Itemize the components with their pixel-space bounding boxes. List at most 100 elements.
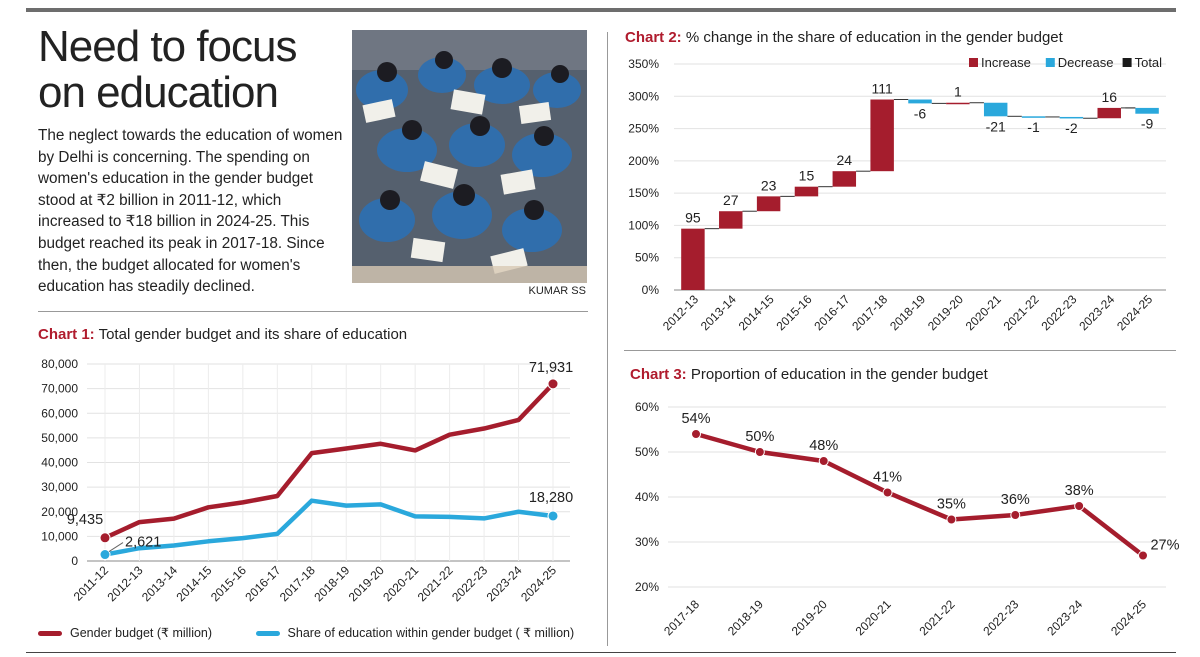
chart2-y-tick: 50% bbox=[635, 251, 659, 265]
chart2-increase-bar bbox=[946, 102, 970, 105]
chart1-x-tick: 2024-25 bbox=[518, 563, 559, 604]
chart3-title-text: Proportion of education in the gender bu… bbox=[690, 366, 988, 383]
chart2-increase-bar bbox=[719, 211, 743, 229]
chart1-y-tick: 40,000 bbox=[41, 456, 78, 470]
students-photo bbox=[352, 30, 587, 283]
right-section-divider bbox=[624, 350, 1176, 351]
chart1-x-tick: 2019-20 bbox=[346, 563, 387, 604]
chart2-title: Chart 2: % change in the share of educat… bbox=[625, 29, 1063, 46]
chart1-x-tick: 2014-15 bbox=[173, 563, 214, 604]
chart1-x-tick: 2011-12 bbox=[71, 563, 112, 604]
chart2-legend-label-total: Total bbox=[1135, 55, 1163, 70]
chart1-y-tick: 50,000 bbox=[41, 431, 78, 445]
chart1-legend-education-label: Share of education within gender budget … bbox=[287, 626, 575, 640]
headline: Need to focus on education bbox=[38, 22, 298, 117]
chart1-education-point bbox=[99, 549, 111, 561]
chart2-legend-label-increase: Increase bbox=[981, 55, 1031, 70]
chart3-data-label: 54% bbox=[681, 411, 710, 427]
chart3-title: Chart 3: Proportion of education in the … bbox=[630, 366, 988, 383]
chart2-title-number: Chart 2: bbox=[625, 29, 682, 46]
chart3-data-label: 38% bbox=[1065, 483, 1094, 499]
chart2-data-label: 16 bbox=[1101, 89, 1117, 105]
chart2-y-tick: 200% bbox=[628, 154, 659, 168]
chart3-line-chart: 20% 30% 40% 50% 60% 2017-18 2018-19 2019-20 2020… bbox=[635, 400, 1180, 638]
chart3-point bbox=[946, 514, 957, 525]
chart1-line-chart: 0 10,000 20,000 30,000 40,000 50,000 60,000 70,… bbox=[41, 357, 573, 604]
chart1-label-leader bbox=[108, 542, 124, 552]
chart2-x-tick: 2024-25 bbox=[1114, 292, 1155, 333]
chart2-data-label: 1 bbox=[954, 84, 962, 100]
chart2-x-tick: 2021-22 bbox=[1001, 292, 1042, 333]
chart3-x-tick: 2021-22 bbox=[917, 597, 958, 638]
chart2-decrease-bar bbox=[983, 102, 1008, 117]
chart2-data-label: 15 bbox=[799, 168, 815, 184]
chart2-decrease-bar bbox=[1135, 107, 1159, 114]
students-photo-illustration bbox=[352, 30, 587, 283]
chart2-data-label: -1 bbox=[1027, 119, 1040, 135]
chart2-waterfall-chart: 0% 50% 100% 150% 200% 250% 300% 350% 95 2012-13 27… bbox=[628, 55, 1166, 333]
chart3-x-tick: 2019-20 bbox=[789, 597, 830, 638]
chart3-point bbox=[754, 447, 765, 457]
chart1-x-tick: 2023-24 bbox=[484, 563, 525, 604]
chart2-x-tick: 2013-14 bbox=[698, 292, 739, 333]
chart2-x-tick: 2012-13 bbox=[660, 292, 701, 333]
chart3-x-tick: 2020-21 bbox=[853, 597, 894, 638]
chart1-title-text: Total gender budget and its share of edu… bbox=[98, 326, 408, 343]
chart2-y-tick: 150% bbox=[628, 186, 659, 200]
top-rule bbox=[26, 8, 1176, 12]
chart3-x-tick: 2024-25 bbox=[1108, 597, 1149, 638]
chart1-y-tick: 10,000 bbox=[41, 529, 78, 543]
chart1-data-label: 2,621 bbox=[125, 535, 161, 551]
chart1-y-tick: 70,000 bbox=[41, 382, 78, 396]
chart2-x-tick: 2018-19 bbox=[887, 292, 928, 333]
chart1-y-tick: 0 bbox=[71, 554, 78, 568]
chart2-y-tick: 250% bbox=[628, 122, 659, 136]
chart2-increase-bar bbox=[1097, 107, 1121, 119]
chart1-gender-point bbox=[547, 378, 559, 390]
chart1-x-tick: 2015-16 bbox=[208, 563, 249, 604]
chart2-x-tick: 2017-18 bbox=[849, 292, 890, 333]
chart3-education-line bbox=[695, 431, 1145, 558]
chart3-point bbox=[1010, 510, 1021, 520]
chart3-point bbox=[1138, 550, 1148, 561]
chart3-y-tick: 40% bbox=[635, 490, 659, 504]
chart1-y-tick: 30,000 bbox=[41, 480, 78, 494]
chart2-legend-swatch-decrease bbox=[1045, 58, 1055, 67]
bottom-rule bbox=[26, 652, 1176, 653]
chart3-data-label: 41% bbox=[873, 470, 902, 486]
chart2-increase-bar bbox=[681, 228, 705, 290]
chart2-x-tick: 2016-17 bbox=[811, 292, 852, 333]
chart3-data-label: 48% bbox=[809, 438, 838, 454]
chart2-data-label: 24 bbox=[837, 152, 853, 168]
chart3-data-label: 36% bbox=[1001, 492, 1030, 508]
chart1-x-tick: 2013-14 bbox=[139, 563, 180, 604]
chart2-y-tick: 300% bbox=[628, 89, 659, 103]
chart1-data-label: 18,280 bbox=[529, 490, 573, 506]
chart2-increase-bar bbox=[756, 196, 781, 212]
chart2-data-label: -9 bbox=[1141, 116, 1154, 132]
chart1-gender-point bbox=[99, 532, 111, 544]
chart3-data-label: 35% bbox=[937, 497, 966, 513]
chart1-data-label: 71,931 bbox=[529, 360, 573, 376]
chart3-title-number: Chart 3: bbox=[630, 366, 687, 383]
chart2-title-text: % change in the share of education in th… bbox=[685, 29, 1063, 46]
chart1-legend-gender-swatch bbox=[38, 631, 62, 637]
chart2-legend-swatch-total bbox=[1122, 58, 1132, 67]
chart2-y-tick: 0% bbox=[642, 283, 660, 297]
chart2-x-tick: 2015-16 bbox=[774, 292, 815, 333]
chart1-education-line bbox=[104, 498, 554, 557]
chart2-increase-bar bbox=[794, 186, 819, 197]
chart3-point bbox=[691, 429, 701, 439]
chart3-point bbox=[1074, 501, 1085, 511]
chart3-data-label: 50% bbox=[745, 429, 774, 445]
chart3-y-tick: 50% bbox=[635, 445, 659, 459]
chart2-y-tick: 350% bbox=[628, 57, 659, 71]
chart3-y-tick: 60% bbox=[635, 400, 659, 414]
chart1-legend-gender: Gender budget (₹ million) bbox=[38, 625, 212, 640]
chart1-legend-education: Share of education within gender budget … bbox=[255, 625, 575, 640]
chart2-legend-label-decrease: Decrease bbox=[1058, 55, 1114, 70]
chart2-decrease-bar bbox=[1021, 116, 1046, 118]
chart1-title: Chart 1: Total gender budget and its sha… bbox=[38, 326, 407, 343]
chart1-x-tick: 2020-21 bbox=[380, 563, 421, 604]
intro-paragraph: The neglect towards the education of wom… bbox=[38, 127, 343, 296]
